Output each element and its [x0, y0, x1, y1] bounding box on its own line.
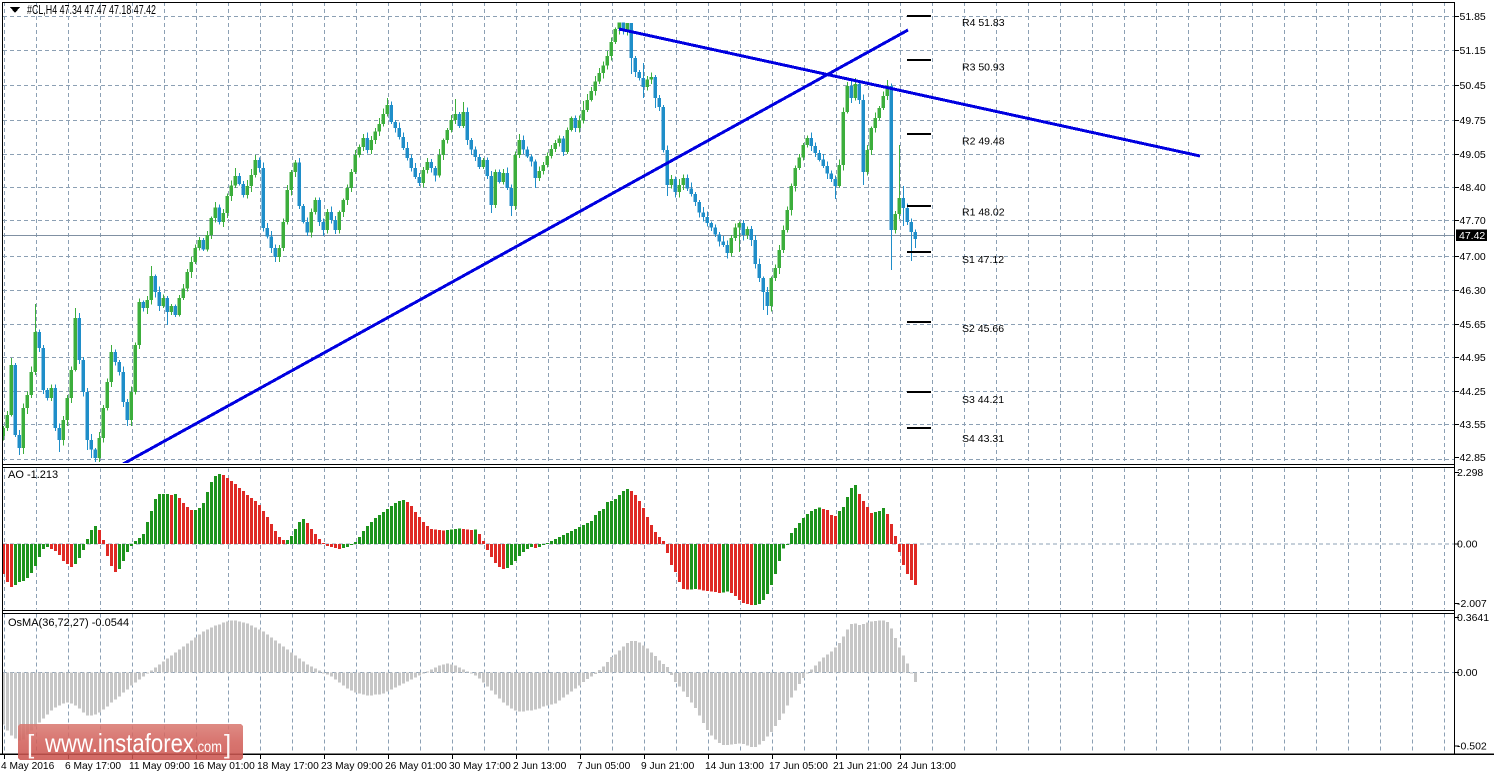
- svg-text:23 May 09:00: 23 May 09:00: [321, 761, 383, 772]
- svg-text:AO -1.213: AO -1.213: [8, 469, 58, 481]
- svg-text:OsMA(36,72,27) -0.0544: OsMA(36,72,27) -0.0544: [8, 617, 129, 629]
- svg-text:www.instaforex: www.instaforex: [44, 728, 194, 758]
- svg-text:[: [: [27, 729, 35, 759]
- svg-text:S4 43.31: S4 43.31: [962, 433, 1004, 445]
- svg-text:44.95: 44.95: [1460, 352, 1486, 364]
- svg-text:51.15: 51.15: [1460, 45, 1486, 57]
- svg-text:47.42: 47.42: [1459, 230, 1485, 242]
- svg-text:-0.502: -0.502: [1457, 740, 1487, 752]
- svg-text:26 May 01:00: 26 May 01:00: [385, 761, 447, 772]
- svg-text:4 May 2016: 4 May 2016: [1, 761, 55, 772]
- svg-text:49.75: 49.75: [1460, 115, 1486, 127]
- svg-text:11 May 09:00: 11 May 09:00: [129, 761, 190, 772]
- svg-text:47.00: 47.00: [1460, 251, 1486, 263]
- svg-text:17 Jun 05:00: 17 Jun 05:00: [769, 761, 828, 772]
- svg-text:14 Jun 13:00: 14 Jun 13:00: [705, 761, 764, 772]
- svg-text:21 Jun 21:00: 21 Jun 21:00: [833, 761, 892, 772]
- svg-text:0.00: 0.00: [1457, 539, 1478, 551]
- svg-text:R3 50.93: R3 50.93: [962, 62, 1005, 74]
- svg-text:2 Jun 13:00: 2 Jun 13:00: [513, 761, 567, 772]
- svg-text:#CL,H4 47.34 47.47 47.18 47.42: #CL,H4 47.34 47.47 47.18 47.42: [27, 3, 156, 17]
- svg-text:S3 44.21: S3 44.21: [962, 394, 1004, 406]
- svg-text:30 May 17:00: 30 May 17:00: [449, 761, 511, 772]
- svg-text:45.65: 45.65: [1460, 319, 1486, 331]
- svg-text:2.298: 2.298: [1457, 467, 1483, 479]
- svg-text:-2.007: -2.007: [1457, 598, 1487, 610]
- svg-text:R2 49.48: R2 49.48: [962, 135, 1005, 147]
- svg-text:0.3641: 0.3641: [1457, 612, 1489, 624]
- svg-text:43.55: 43.55: [1460, 419, 1486, 431]
- svg-text:50.45: 50.45: [1460, 80, 1486, 92]
- svg-text:18 May 17:00: 18 May 17:00: [257, 761, 319, 772]
- svg-text:49.05: 49.05: [1460, 149, 1486, 161]
- svg-text:51.85: 51.85: [1460, 11, 1486, 23]
- svg-text:24 Jun 13:00: 24 Jun 13:00: [897, 761, 956, 772]
- svg-text:6 May 17:00: 6 May 17:00: [65, 761, 121, 772]
- svg-text:R4 51.83: R4 51.83: [962, 17, 1005, 29]
- svg-text:42.85: 42.85: [1460, 452, 1486, 464]
- svg-text:7 Jun 05:00: 7 Jun 05:00: [577, 761, 631, 772]
- svg-text:S1 47.12: S1 47.12: [962, 254, 1004, 266]
- svg-text:]: ]: [224, 729, 231, 759]
- svg-text:R1 48.02: R1 48.02: [962, 207, 1005, 219]
- svg-text:46.30: 46.30: [1460, 285, 1486, 297]
- svg-text:16 May 01:00: 16 May 01:00: [193, 761, 255, 772]
- svg-text:0.00: 0.00: [1457, 667, 1478, 679]
- svg-text:S2 45.66: S2 45.66: [962, 323, 1004, 335]
- svg-text:44.25: 44.25: [1460, 386, 1486, 398]
- svg-text:47.70: 47.70: [1460, 215, 1486, 227]
- svg-text:.com: .com: [194, 739, 222, 756]
- svg-text:9 Jun 21:00: 9 Jun 21:00: [641, 761, 695, 772]
- svg-text:48.40: 48.40: [1460, 182, 1486, 194]
